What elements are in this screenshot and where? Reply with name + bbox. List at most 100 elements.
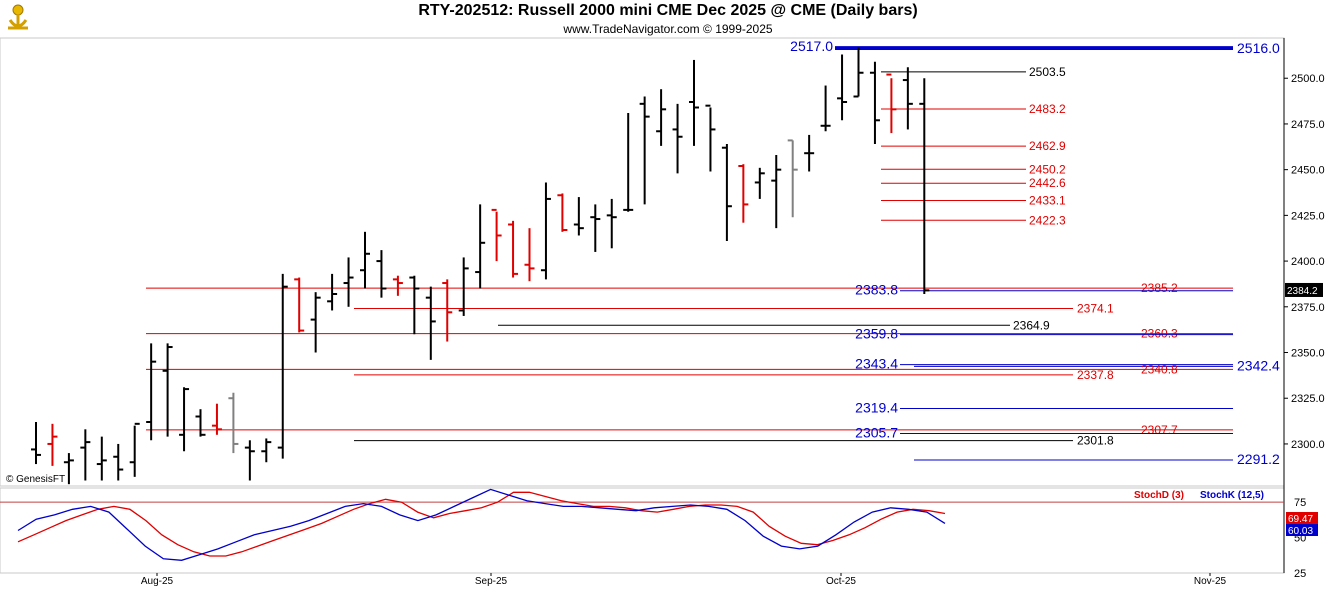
level-label: 2516.0 <box>1237 40 1280 56</box>
last-price-label: 2384.2 <box>1287 286 1318 297</box>
y-tick-label: 2500.0 <box>1291 73 1325 85</box>
ohlc-bar <box>47 423 58 466</box>
level-label: 2301.8 <box>1077 434 1114 448</box>
level-label: 2319.4 <box>855 399 898 415</box>
level-label: 2340.8 <box>1141 362 1178 376</box>
ohlc-bar <box>228 392 239 454</box>
ohlc-bar <box>146 343 157 441</box>
ohlc-bar <box>327 273 338 311</box>
ohlc-bar <box>294 277 305 333</box>
ohlc-bar <box>606 198 617 249</box>
ohlc-bar <box>129 422 140 477</box>
chart-title: RTY-202512: Russell 2000 mini CME Dec 20… <box>418 2 918 19</box>
ohlc-bar <box>63 453 74 485</box>
x-tick-label: Nov-25 <box>1194 576 1227 587</box>
stoch-series-line <box>17 488 946 561</box>
ohlc-bar <box>195 409 206 437</box>
last-price-box <box>1285 282 1323 297</box>
ohlc-bar <box>425 286 436 360</box>
ohlc-bar <box>524 228 535 282</box>
ohlc-bar <box>540 182 551 280</box>
ohlc-bar <box>623 112 634 212</box>
level-label: 2360.3 <box>1141 327 1178 341</box>
level-label: 2364.9 <box>1013 318 1050 332</box>
ohlc-bar <box>656 89 667 146</box>
chart-header: RTY-202512: Russell 2000 mini CME Dec 20… <box>0 0 1336 38</box>
ohlc-bar <box>96 436 107 481</box>
ohlc-bar <box>689 59 699 146</box>
level-label: 2433.1 <box>1029 194 1066 208</box>
y-tick-label: 2400.0 <box>1291 256 1325 268</box>
y-tick-label: 2300.0 <box>1291 439 1325 451</box>
ohlc-bar <box>211 403 222 435</box>
ohlc-bar <box>820 85 831 132</box>
ohlc-bar <box>409 275 420 335</box>
y-tick-label: 2325.0 <box>1291 393 1325 405</box>
ohlc-bar <box>376 250 387 298</box>
level-label: 2503.5 <box>1029 65 1066 79</box>
ohlc-bar <box>919 78 930 294</box>
ohlc-bar <box>869 61 880 145</box>
ohlc-bar <box>475 204 486 289</box>
level-label: 2383.8 <box>855 282 898 298</box>
ohlc-bar <box>590 204 601 252</box>
ohlc-bar <box>310 292 321 353</box>
ohlc-bar <box>886 73 897 134</box>
ohlc-bar <box>573 197 584 236</box>
stoch-tick-label: 25 <box>1294 568 1306 580</box>
ohlc-bars <box>31 47 930 485</box>
trade-navigator-logo-icon <box>2 2 34 34</box>
ohlc-bar <box>277 273 288 459</box>
y-tick-label: 2425.0 <box>1291 210 1325 222</box>
x-tick-label: Aug-25 <box>141 576 174 587</box>
price-panel-frame <box>0 37 1285 487</box>
ohlc-bar <box>360 231 370 289</box>
ohlc-bar <box>113 443 124 481</box>
level-lines: 2517.0 2516.0 2503.5 2483.2 2462.9 2450.22442… <box>146 38 1280 467</box>
ohlc-bar <box>261 438 272 463</box>
ohlc-bar <box>672 103 683 174</box>
ohlc-bar <box>754 167 765 199</box>
ohlc-bar <box>721 144 732 241</box>
stoch-last-label: 69.47 <box>1288 514 1313 525</box>
ohlc-bar <box>458 257 469 316</box>
price-axis: 2300.0 2325.0 2350.0 2375.0 2400.0 2425.0 2450… <box>1284 73 1325 451</box>
stoch-last-box <box>1286 512 1318 524</box>
ohlc-bar <box>787 139 798 218</box>
level-label: 2343.4 <box>855 356 898 372</box>
ohlc-bar <box>508 220 519 278</box>
level-label: 2337.8 <box>1077 368 1114 382</box>
ohlc-bar <box>804 134 815 172</box>
y-tick-label: 2450.0 <box>1291 165 1325 177</box>
level-label: 2483.2 <box>1029 102 1066 116</box>
ohlc-bar <box>343 257 354 307</box>
ohlc-bar <box>639 96 650 205</box>
x-tick-label: Oct-25 <box>826 576 856 587</box>
level-label: 2305.7 <box>855 425 898 441</box>
ohlc-bar <box>853 47 864 98</box>
stoch-panel-frame <box>0 487 1285 574</box>
level-label: 2374.1 <box>1077 301 1114 315</box>
level-label: 2450.2 <box>1029 162 1066 176</box>
y-tick-label: 2475.0 <box>1291 119 1325 131</box>
ohlc-bar <box>80 429 91 481</box>
chart-subtitle: www.TradeNavigator.com © 1999-2025 <box>563 22 773 36</box>
level-label: 2359.8 <box>855 326 898 342</box>
ohlc-bar <box>705 104 716 172</box>
stoch-legend-d: StochD (3) <box>1134 490 1184 501</box>
stoch-series-line <box>17 491 946 557</box>
ohlc-bar <box>244 440 255 481</box>
stoch-last-label: 60.03 <box>1288 526 1313 537</box>
ohlc-bar <box>902 67 913 130</box>
level-label: 2307.7 <box>1141 423 1178 437</box>
ohlc-bar <box>771 155 782 229</box>
stoch-tick-label: 75 <box>1294 497 1306 509</box>
level-label: 2462.9 <box>1029 139 1066 153</box>
level-label: 2385.2 <box>1141 281 1178 295</box>
stoch-legend-k: StochK (12,5) <box>1200 490 1264 501</box>
level-label: 2342.4 <box>1237 357 1280 373</box>
ohlc-bar <box>837 54 848 121</box>
date-axis: Aug-25 Sep-25 Oct-25 Nov-25 <box>141 573 1227 587</box>
